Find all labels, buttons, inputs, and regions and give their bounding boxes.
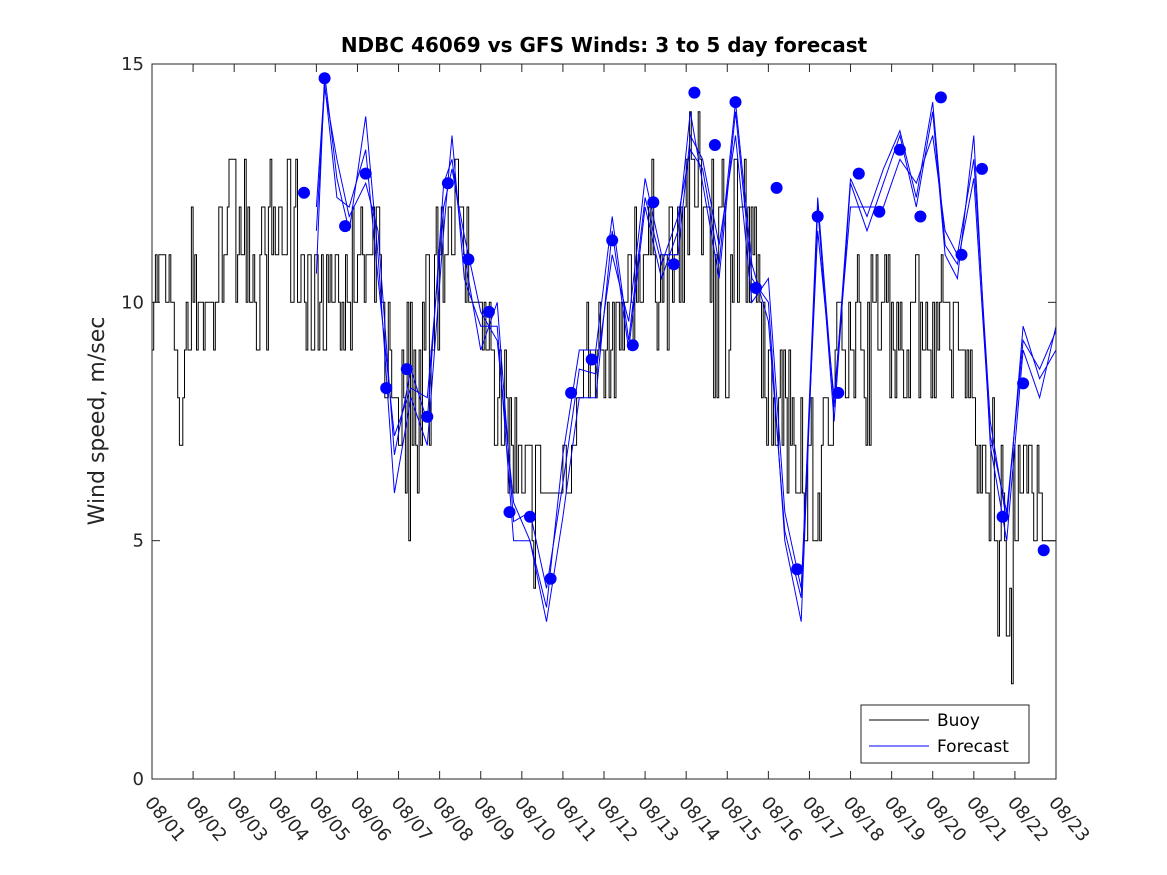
y-tick-label: 5 <box>133 531 144 552</box>
forecast-point <box>1017 377 1030 390</box>
forecast-point <box>955 248 968 261</box>
forecast-point <box>626 339 639 352</box>
forecast-point <box>339 220 352 233</box>
forecast-point <box>791 563 804 576</box>
chart-title: NDBC 46069 vs GFS Winds: 3 to 5 day fore… <box>341 33 868 57</box>
forecast-point <box>729 96 742 109</box>
forecast-point <box>750 282 762 294</box>
forecast-point <box>688 86 701 99</box>
y-axis-ticks: 0 5 10 15 <box>121 54 1056 790</box>
forecast-point <box>318 72 331 85</box>
forecast-point <box>606 234 619 247</box>
forecast-point <box>770 181 783 194</box>
y-tick-label: 0 <box>133 769 144 790</box>
forecast-point <box>873 205 886 218</box>
forecast-point <box>1037 544 1050 557</box>
legend-forecast-label: Forecast <box>937 737 1009 757</box>
forecast-point <box>462 253 475 266</box>
plot-area <box>152 64 1056 779</box>
forecast-point <box>585 353 598 366</box>
forecast-point <box>996 510 1009 523</box>
forecast-line <box>315 83 1057 608</box>
buoy-series <box>152 111 1056 685</box>
forecast-point <box>298 186 310 199</box>
forecast-point <box>524 510 536 523</box>
forecast-point <box>380 382 393 395</box>
forecast-point <box>565 386 578 399</box>
forecast-point <box>832 386 845 399</box>
legend-box <box>860 704 1030 764</box>
forecast-point <box>934 91 947 104</box>
forecast-point <box>421 410 434 423</box>
forecast-point <box>441 177 454 190</box>
buoy-line <box>152 111 1056 685</box>
legend: Buoy Forecast <box>860 704 1030 764</box>
forecast-point <box>647 196 660 209</box>
forecast-point <box>359 167 372 180</box>
forecast-point <box>667 258 680 271</box>
legend-buoy-label: Buoy <box>937 711 980 731</box>
forecast-point <box>400 363 413 376</box>
forecast-point <box>544 572 557 585</box>
forecast-point <box>503 506 516 519</box>
y-axis-label: Wind speed, m/sec <box>85 317 110 526</box>
forecast-point <box>852 167 865 180</box>
forecast-point <box>482 305 495 318</box>
y-tick-label: 10 <box>121 292 144 313</box>
forecast-point <box>893 143 906 156</box>
forecast-point <box>811 210 824 223</box>
forecast-line <box>315 73 1057 622</box>
forecast-point <box>976 162 988 175</box>
y-tick-label: 15 <box>121 54 144 75</box>
forecast-markers <box>298 72 1050 585</box>
forecast-point <box>914 210 927 223</box>
forecast-point <box>708 139 721 151</box>
